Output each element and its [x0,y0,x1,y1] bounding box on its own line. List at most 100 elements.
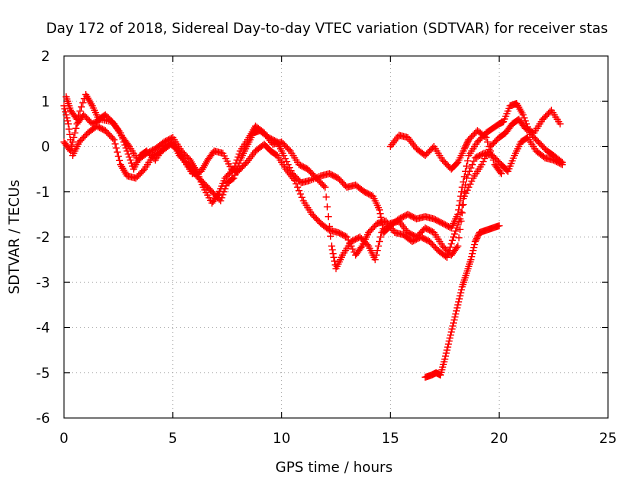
data-point [445,247,453,255]
data-point [464,157,472,165]
series-track-e [421,222,503,381]
y-tick-label: 2 [41,49,50,65]
data-point [296,190,304,198]
data-point [61,108,69,116]
data-point [443,346,451,354]
data-point [442,352,450,360]
data-point [234,153,242,161]
y-tick-label: -1 [36,185,50,201]
y-tick-label: -3 [36,275,50,291]
data-point [444,343,452,351]
data-point [444,250,452,258]
y-tick-label: -2 [36,230,50,246]
data-point [62,111,70,119]
data-point [486,147,494,155]
data-point [291,176,299,184]
data-point [450,233,458,241]
data-point [452,307,460,315]
data-point [464,171,472,179]
data-point [481,155,489,163]
data-point [468,250,476,258]
data-point [458,209,466,217]
data-point [462,142,470,150]
data-point [64,120,72,128]
data-point [111,140,119,148]
data-point [372,251,380,259]
x-tick-label: 25 [599,431,617,447]
data-point [465,167,473,175]
data-point [453,304,461,312]
data-point [349,245,357,253]
x-axis-label: GPS time / hours [275,460,392,476]
data-point [467,164,475,172]
data-point [467,256,475,264]
data-point [75,111,83,119]
data-point [232,159,240,167]
x-tick-label: 5 [168,431,177,447]
axis-ticks: 0 5 10 15 20 25 -6 -5 -4 -3 -2 -1 0 1 2 [36,49,617,447]
data-point [488,152,496,160]
data-point [457,286,465,294]
y-tick-label: -5 [36,366,50,382]
data-point [557,160,565,168]
data-point [235,150,243,158]
data-point [298,193,306,201]
data-point [455,295,463,303]
data-point [520,114,528,122]
data-point [454,221,462,229]
data-point [463,174,471,182]
data-point [285,146,293,154]
data-point [321,183,329,191]
data-point [442,349,450,357]
data-point [124,150,132,158]
data-point [230,174,238,182]
data-point [61,105,69,113]
data-point [60,102,68,110]
data-point [469,247,477,255]
chart-title: Day 172 of 2018, Sidereal Day-to-day VTE… [46,21,608,37]
data-point [453,224,461,232]
data-point [484,138,492,146]
data-point [76,107,84,115]
data-point [374,242,382,250]
data-point [473,235,481,243]
data-point [454,242,462,250]
data-point [459,195,467,203]
data-point [292,180,300,188]
data-point [454,301,462,309]
data-point [377,233,385,241]
data-point [455,234,463,242]
data-point [460,145,468,153]
data-point [113,148,121,156]
data-point [482,133,490,141]
data-point [114,152,122,160]
grid [64,56,608,418]
data-point [344,236,352,244]
data-point [64,117,72,125]
data-point [463,162,471,170]
data-point [481,132,489,140]
data-point [376,206,384,214]
data-point [447,328,455,336]
data-point [468,253,476,261]
data-point [233,156,241,164]
x-tick-label: 20 [490,431,508,447]
data-point [473,233,481,241]
data-point [472,236,480,244]
data-point [453,244,461,252]
data-point [213,192,221,200]
data-point [115,156,123,164]
y-tick-label: -4 [36,321,50,337]
y-tick-label: -6 [36,411,50,427]
data-point [489,156,497,164]
data-point [446,334,454,342]
y-axis-label: SDTVAR / TECUs [7,180,23,295]
data-point [283,158,291,166]
data-point [229,175,237,183]
data-point [66,130,74,138]
data-point [443,253,451,261]
data-point [441,355,449,363]
data-point [124,141,132,149]
data-point [451,313,459,321]
data-point [330,253,338,261]
